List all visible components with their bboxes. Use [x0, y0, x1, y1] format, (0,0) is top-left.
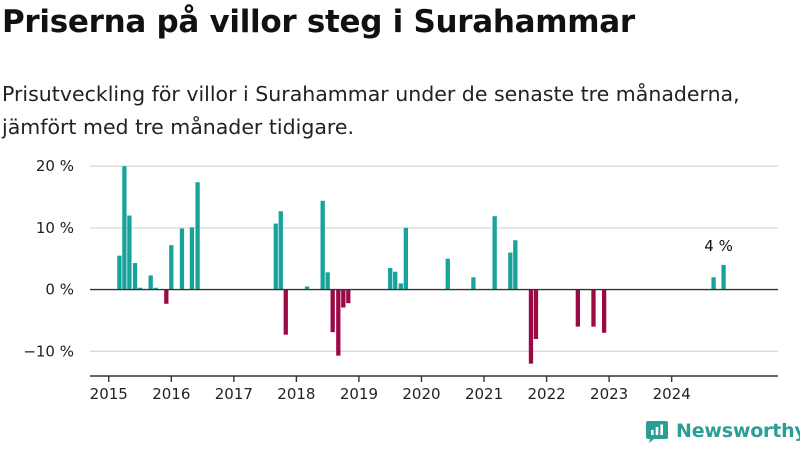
bar-positive [445, 258, 450, 290]
bar-value-label: 4 % [704, 237, 733, 255]
x-tick-label: 2020 [402, 385, 440, 403]
bar-positive [388, 268, 393, 290]
brand-logo: Newsworthy [645, 419, 800, 443]
bar-positive [179, 228, 185, 290]
bar-positive [711, 277, 716, 290]
bar-positive [137, 287, 143, 290]
newsworthy-logo-icon [646, 421, 668, 443]
bar-positive [393, 271, 398, 290]
x-tick-label: 2016 [152, 385, 190, 403]
bar-negative [336, 289, 341, 356]
y-tick-label: 10 % [36, 219, 74, 237]
chart-title: Priserna på villor steg i Surahammar [2, 4, 635, 40]
x-tick-label: 2024 [653, 385, 691, 403]
y-tick-label: −10 % [23, 342, 74, 360]
x-tick-label: 2021 [465, 385, 503, 403]
brand-name: Newsworthy [676, 420, 800, 442]
bar-negative [601, 289, 607, 333]
bar-positive [721, 264, 726, 290]
bar-positive [471, 277, 476, 290]
bar-negative [164, 289, 169, 304]
bar-positive [153, 287, 158, 290]
bar-negative [283, 289, 288, 335]
annotation-group: 4 % [704, 237, 733, 255]
bar-positive [195, 182, 200, 290]
x-tick-label: 2022 [527, 385, 565, 403]
bar-negative [346, 289, 351, 304]
bar-positive [132, 263, 138, 290]
bar-positive [508, 252, 513, 290]
bar-positive [403, 227, 408, 290]
x-tick-label: 2017 [215, 385, 253, 403]
bar-positive [304, 286, 310, 290]
bar-positive [325, 272, 330, 290]
y-axis: 20 % 10 % 0 % −10 % [23, 157, 74, 360]
bar-positive [117, 255, 122, 290]
chart-subtitle: Prisutveckling för villor i Surahammar u… [2, 82, 740, 139]
bar-negative [528, 289, 534, 364]
bar-positive [189, 227, 195, 290]
bar-positive [398, 283, 403, 290]
bar-positive [320, 200, 325, 290]
bar-positive [273, 223, 278, 290]
bar-negative [341, 289, 346, 308]
y-grid [90, 165, 778, 352]
x-axis: 2015 2016 2017 2018 2019 2020 2021 2022 2023 2024 [90, 375, 778, 403]
x-tick-label: 2023 [590, 385, 628, 403]
bar-positive [513, 240, 518, 290]
bar-positive [148, 275, 153, 290]
x-tick-label: 2015 [90, 385, 128, 403]
y-tick-label: 20 % [36, 157, 74, 175]
bar-negative [533, 289, 539, 339]
bars [117, 166, 726, 364]
bar-positive [492, 216, 497, 290]
bar-positive [122, 166, 127, 290]
bar-negative [591, 289, 596, 327]
bar-negative [330, 289, 335, 333]
y-tick-label: 0 % [45, 281, 74, 299]
bar-positive [278, 211, 283, 290]
x-tick-label: 2018 [277, 385, 315, 403]
bar-negative [575, 289, 580, 327]
bar-positive [169, 245, 174, 290]
bar-positive [127, 215, 132, 290]
x-tick-label: 2019 [340, 385, 378, 403]
